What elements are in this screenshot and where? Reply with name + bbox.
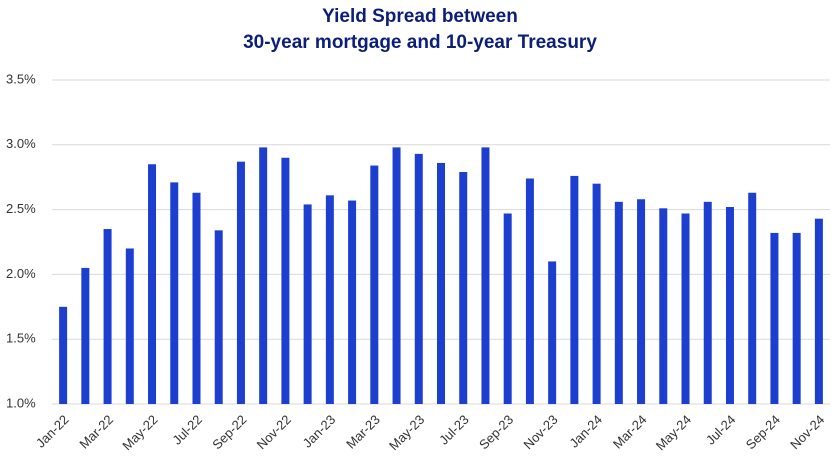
bar	[125, 248, 134, 404]
bar	[703, 201, 712, 404]
x-tick-label: Sep-24	[743, 412, 783, 452]
y-tick-label: 2.5%	[6, 201, 36, 216]
bar	[814, 218, 823, 404]
bar	[303, 204, 312, 404]
y-tick-label: 3.0%	[6, 136, 36, 151]
x-tick-label: Mar-23	[343, 412, 383, 452]
bar	[725, 207, 734, 404]
bar	[503, 213, 512, 404]
bar	[103, 229, 112, 404]
x-tick-label: Sep-22	[209, 412, 249, 452]
x-tick-label: Nov-24	[787, 412, 827, 452]
x-tick-label: Nov-22	[254, 412, 294, 452]
bar	[170, 182, 179, 404]
x-tick-label: Mar-24	[610, 412, 650, 452]
bar	[348, 200, 357, 404]
bar	[681, 213, 690, 404]
x-tick-label: May-23	[386, 412, 427, 453]
x-tick-label: Sep-23	[476, 412, 516, 452]
x-tick-label: Jan-24	[566, 412, 605, 451]
y-tick-label: 3.5%	[6, 71, 36, 86]
x-tick-label: Nov-23	[520, 412, 560, 452]
bar	[548, 261, 557, 404]
x-tick-label: Jan-23	[300, 412, 339, 451]
bar	[392, 147, 401, 404]
y-tick-label: 2.0%	[6, 266, 36, 281]
bar	[281, 157, 290, 404]
bar	[570, 175, 579, 404]
bar	[414, 153, 423, 404]
bar	[325, 195, 334, 404]
x-tick-label: Jul-22	[169, 412, 205, 448]
bar	[214, 230, 223, 404]
bar	[236, 161, 245, 404]
x-tick-label: May-22	[119, 412, 160, 453]
x-tick-label: Jul-24	[703, 412, 739, 448]
bar	[637, 199, 646, 404]
bar	[192, 192, 201, 404]
bar	[459, 172, 468, 404]
bar	[770, 232, 779, 404]
chart-title: 30-year mortgage and 10-year Treasury	[243, 32, 597, 53]
bar	[259, 147, 268, 404]
bar	[370, 165, 379, 404]
bar	[148, 164, 157, 404]
y-tick-label: 1.0%	[6, 395, 36, 410]
bar	[659, 208, 668, 404]
x-tick-label: Jan-22	[33, 412, 72, 451]
bar	[437, 162, 445, 404]
x-tick-label: May-24	[653, 412, 694, 453]
bar	[59, 306, 68, 404]
bar	[614, 201, 623, 404]
bar	[592, 183, 601, 404]
bar	[525, 178, 534, 404]
bar	[748, 192, 757, 404]
y-tick-label: 1.5%	[6, 331, 36, 346]
bar	[792, 232, 801, 404]
bar	[81, 267, 90, 404]
x-tick-label: Mar-22	[76, 412, 116, 452]
chart-title: Yield Spread between	[322, 6, 518, 27]
bar	[481, 147, 490, 404]
x-tick-label: Jul-23	[436, 412, 472, 448]
